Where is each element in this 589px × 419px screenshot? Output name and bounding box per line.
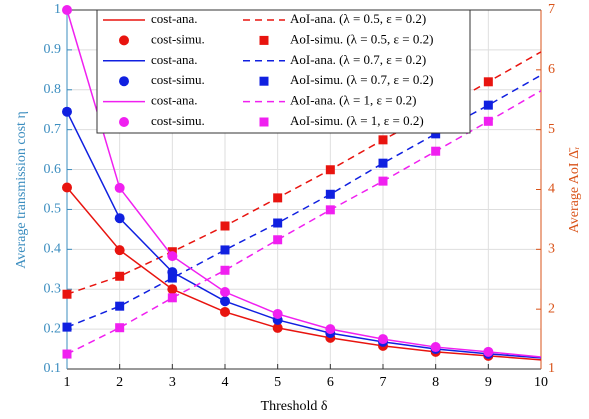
- point: [62, 5, 72, 15]
- y2-tick-label: 5: [548, 122, 555, 137]
- legend-marker: [119, 76, 129, 87]
- point: [325, 324, 336, 335]
- legend-marker: [119, 35, 129, 46]
- point: [114, 182, 125, 193]
- x-tick-label: 8: [432, 375, 439, 390]
- legend-label: AoI-ana. (λ = 0.5, ε = 0.2): [290, 11, 426, 26]
- y-tick-label: 0.9: [44, 42, 62, 57]
- legend-label: cost-simu.: [151, 113, 205, 128]
- y2-tick-label: 1: [548, 361, 555, 376]
- point: [114, 213, 125, 224]
- x-tick-label: 6: [327, 375, 334, 390]
- point: [62, 289, 72, 299]
- point: [483, 116, 493, 126]
- point: [273, 235, 283, 245]
- legend-label: cost-simu.: [151, 31, 205, 46]
- legend-marker: [259, 35, 269, 45]
- point: [167, 293, 177, 303]
- point: [483, 100, 493, 110]
- y-tick-label: 0.7: [44, 122, 62, 137]
- x-tick-label: 2: [116, 375, 123, 390]
- legend-label: AoI-simu. (λ = 0.5, ε = 0.2): [290, 31, 433, 46]
- x-tick-label: 9: [485, 375, 492, 390]
- point: [325, 205, 335, 215]
- series-line: [66, 51, 542, 295]
- point: [114, 245, 125, 256]
- point: [272, 308, 283, 319]
- point: [272, 322, 283, 333]
- point: [62, 349, 72, 359]
- series-line: [66, 90, 542, 355]
- point: [325, 189, 335, 199]
- point: [62, 106, 72, 117]
- x-axis-label: Threshold δ: [261, 399, 328, 414]
- legend-label: AoI-simu. (λ = 1, ε = 0.2): [290, 113, 424, 128]
- y-axis-label: Average transmission cost η: [14, 111, 29, 269]
- legend-label: cost-simu.: [151, 72, 205, 87]
- x-tick-label: 7: [380, 375, 387, 390]
- series-line: [66, 9, 542, 358]
- point: [220, 287, 230, 298]
- point: [378, 158, 388, 168]
- y-tick-label: 0.3: [44, 281, 62, 296]
- point: [220, 245, 230, 255]
- legend: cost-ana. AoI-ana. (λ = 0.5, ε = 0.2) cost…: [96, 9, 471, 134]
- point: [115, 323, 125, 333]
- point: [273, 218, 283, 228]
- x-tick-label: 5: [274, 375, 281, 390]
- point: [220, 221, 230, 231]
- y-tick-label: 0.5: [44, 202, 62, 217]
- y2-tick-label: 7: [548, 2, 555, 17]
- point: [62, 322, 72, 332]
- y-tick-label: 0.8: [44, 82, 62, 97]
- legend-marker: [119, 117, 129, 127]
- legend-label: AoI-simu. (λ = 0.7, ε = 0.2): [290, 72, 433, 87]
- x-tick-label: 1: [64, 375, 71, 390]
- x-tick-label: 10: [534, 375, 548, 390]
- y2-tick-label: 2: [548, 301, 555, 316]
- point: [325, 165, 335, 175]
- x-tick-label: 4: [222, 375, 229, 390]
- legend-label: AoI-ana. (λ = 0.7, ε = 0.2): [290, 52, 426, 67]
- point: [220, 306, 230, 317]
- point: [167, 273, 177, 283]
- series-line: [66, 111, 542, 359]
- y2-axis-label: Average AoI Δ̄ᵣ: [567, 147, 582, 234]
- x-tick-label: 3: [169, 375, 176, 390]
- legend-label: cost-ana.: [151, 93, 198, 108]
- legend-marker: [259, 117, 269, 127]
- point: [273, 193, 283, 203]
- point: [115, 271, 125, 281]
- point: [220, 296, 230, 307]
- point: [115, 301, 125, 311]
- point: [167, 251, 178, 262]
- point: [220, 265, 230, 275]
- series-line: [66, 187, 542, 361]
- y-tick-label: 0.6: [44, 162, 62, 177]
- y2-tick-label: 4: [548, 182, 555, 197]
- y2-tick-label: 3: [548, 242, 555, 257]
- legend-box: [96, 9, 471, 134]
- legend-label: AoI-ana. (λ = 1, ε = 0.2): [290, 93, 416, 108]
- point: [483, 346, 494, 357]
- point: [483, 77, 493, 87]
- y-tick-label: 0.4: [44, 242, 62, 257]
- point: [378, 135, 388, 145]
- point: [378, 176, 388, 186]
- point: [431, 146, 441, 156]
- point: [62, 182, 72, 193]
- point: [167, 284, 178, 295]
- legend-label: cost-ana.: [151, 52, 198, 67]
- y-tick-label: 0.2: [44, 321, 62, 336]
- y-tick-label: 1: [54, 2, 61, 17]
- legend-marker: [259, 76, 269, 86]
- point: [378, 334, 388, 345]
- point: [431, 129, 441, 139]
- point: [430, 342, 441, 353]
- legend-label: cost-ana.: [151, 11, 198, 26]
- y-tick-label: 0.1: [44, 361, 62, 376]
- y2-tick-label: 6: [548, 62, 555, 77]
